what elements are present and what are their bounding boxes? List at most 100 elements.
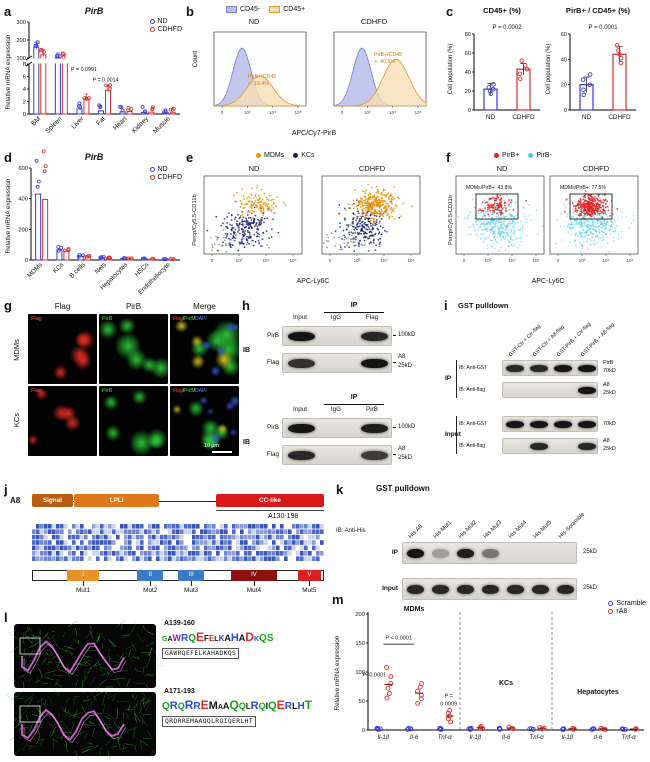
mesh-line [51, 727, 56, 735]
data-point [524, 66, 530, 72]
scatter-dot [593, 197, 595, 200]
scatter-dot [587, 202, 590, 205]
data-point [63, 248, 67, 253]
mesh-line [35, 679, 41, 683]
scatter-dot [501, 224, 504, 226]
region-line [215, 510, 324, 511]
scatter-dot [254, 200, 257, 202]
scatter-dot [599, 221, 602, 223]
scatter-dot [398, 197, 400, 200]
alignment-cell [176, 524, 180, 529]
alignment-cell [108, 534, 112, 540]
alignment-cell [312, 524, 316, 529]
mesh-line [154, 753, 160, 760]
alignment-cell [92, 556, 96, 561]
y-tick-label: 200 [18, 227, 28, 233]
scatter-dot [582, 204, 585, 206]
scatter-dot [572, 215, 575, 217]
mesh-line [8, 631, 18, 639]
mesh-line [81, 745, 93, 751]
alignment-cell [304, 545, 308, 551]
scatter-dot [506, 233, 508, 236]
mesh-line [97, 667, 104, 675]
scatter-dot [580, 214, 583, 217]
protein-band [457, 584, 474, 594]
mutant-label: Mut5 [302, 587, 317, 594]
scatter-dot [600, 201, 603, 204]
scatter-dot [355, 236, 357, 238]
scatter-dot [587, 194, 590, 197]
mutant-label: Mut3 [184, 587, 199, 594]
cd45pos-swatch-icon [269, 6, 281, 13]
scatter-dot [576, 234, 579, 237]
scatter-dot [382, 199, 385, 202]
alignment-cell [40, 545, 44, 551]
scatter-dot [250, 236, 253, 238]
scatter-dot [370, 231, 373, 234]
alignment-cell [72, 534, 76, 540]
mesh-line [144, 629, 155, 636]
mesh-line [134, 668, 138, 672]
scatter-dot [500, 246, 502, 249]
logo-letter: D [245, 630, 254, 644]
scatter-dot [599, 210, 602, 212]
scatter-dot [206, 229, 209, 232]
data-point [35, 184, 40, 189]
marker-label: 25kD [398, 455, 413, 461]
alignment-cell [80, 529, 84, 534]
alignment-cell [120, 556, 124, 561]
scatter-dot [390, 207, 393, 209]
scatter-dot [498, 203, 500, 206]
alignment-cell [116, 540, 120, 545]
scatter-dot [502, 235, 504, 237]
scatter-dot [522, 233, 525, 235]
scatter-dot [395, 205, 398, 208]
scatter-dot [232, 226, 235, 229]
scatter-dot [486, 230, 489, 233]
scramble-dot [561, 726, 567, 732]
logo-letter: E [200, 698, 209, 712]
alignment-cell [268, 540, 272, 545]
scatter-dot [506, 210, 508, 213]
protein-band [432, 548, 449, 558]
x-category-label: KCs [52, 261, 65, 274]
alignment-cell [148, 529, 152, 534]
scatter-dot [348, 246, 350, 249]
mutant-label: Mut1 [75, 587, 91, 594]
alignment-cell [308, 545, 312, 551]
scatter-dot [491, 226, 494, 228]
scatter-dot [494, 238, 497, 241]
x-tick-label: 10⁴ [508, 258, 515, 263]
merge-label-separator: / [182, 388, 185, 394]
alignment-cell [208, 534, 212, 540]
scatter-dot [613, 218, 616, 221]
alignment-cell [84, 529, 88, 534]
bar-CDHFD [83, 98, 90, 115]
logo-letter: K [218, 634, 225, 643]
alignment-cell [36, 540, 40, 545]
alignment-cell [320, 545, 324, 551]
scatter-dot [510, 199, 513, 202]
scatter-dot [589, 199, 592, 202]
scatter-dot [356, 205, 358, 208]
mesh-line [132, 656, 140, 659]
scatter-dot [572, 226, 575, 229]
scatter-dot [587, 196, 590, 199]
scatter-dot [473, 217, 476, 220]
scatter-dot [257, 218, 259, 221]
scatter-dot [580, 212, 582, 215]
scatter-dot [489, 239, 492, 242]
mesh-line [65, 740, 68, 753]
mesh-line [148, 632, 154, 634]
lane-header: Input [292, 406, 307, 413]
alignment-cell [276, 556, 280, 561]
scatter-dot [576, 217, 579, 219]
ra8-dot [445, 716, 451, 722]
protein-band [530, 364, 548, 372]
merge-overlay-label: Flag/PirB/DAPI [173, 388, 207, 394]
scatter-dot [604, 212, 607, 214]
alignment-cell [156, 524, 160, 529]
mesh-line [129, 657, 134, 662]
col-header-pirb: PirB [125, 302, 142, 311]
